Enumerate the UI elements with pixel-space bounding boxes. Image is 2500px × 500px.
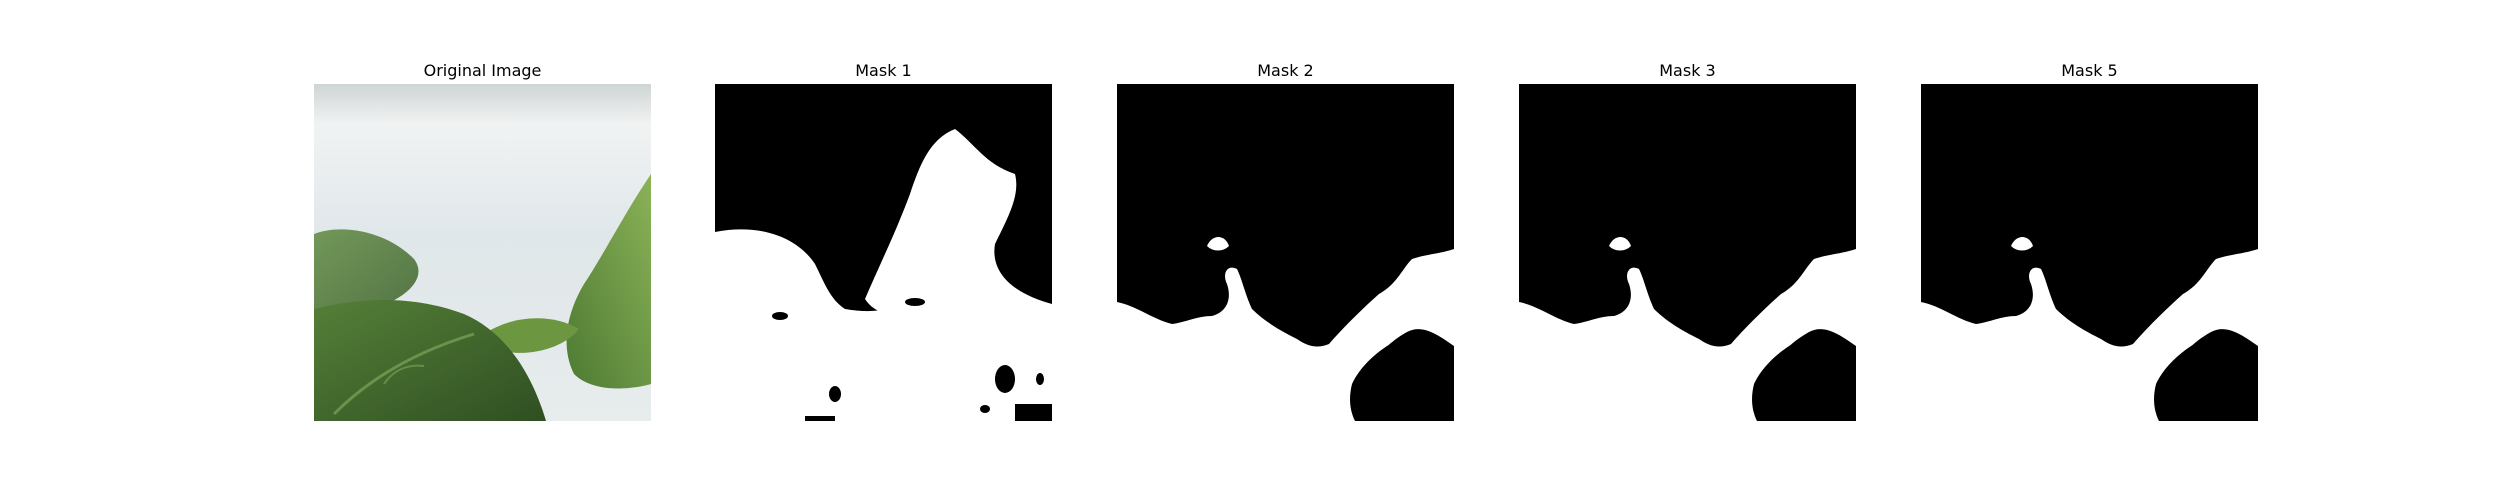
panel-mask-2: Mask 2 <box>1117 58 1454 421</box>
original-image <box>314 84 651 421</box>
panel-mask-5: Mask 5 <box>1921 58 2258 421</box>
panel-original-image: Original Image <box>314 58 651 421</box>
panel-title: Mask 1 <box>855 61 912 80</box>
mask-5-image <box>1921 84 2258 421</box>
mask-1-image <box>715 84 1052 421</box>
panel-title: Mask 2 <box>1257 61 1314 80</box>
mask-3-image <box>1519 84 1856 421</box>
mask-2-image <box>1117 84 1454 421</box>
panel-title: Mask 5 <box>2061 61 2118 80</box>
panel-mask-1: Mask 1 <box>715 58 1052 421</box>
panel-title: Mask 3 <box>1659 61 1716 80</box>
panel-title: Original Image <box>423 61 542 80</box>
panel-mask-3: Mask 3 <box>1519 58 1856 421</box>
